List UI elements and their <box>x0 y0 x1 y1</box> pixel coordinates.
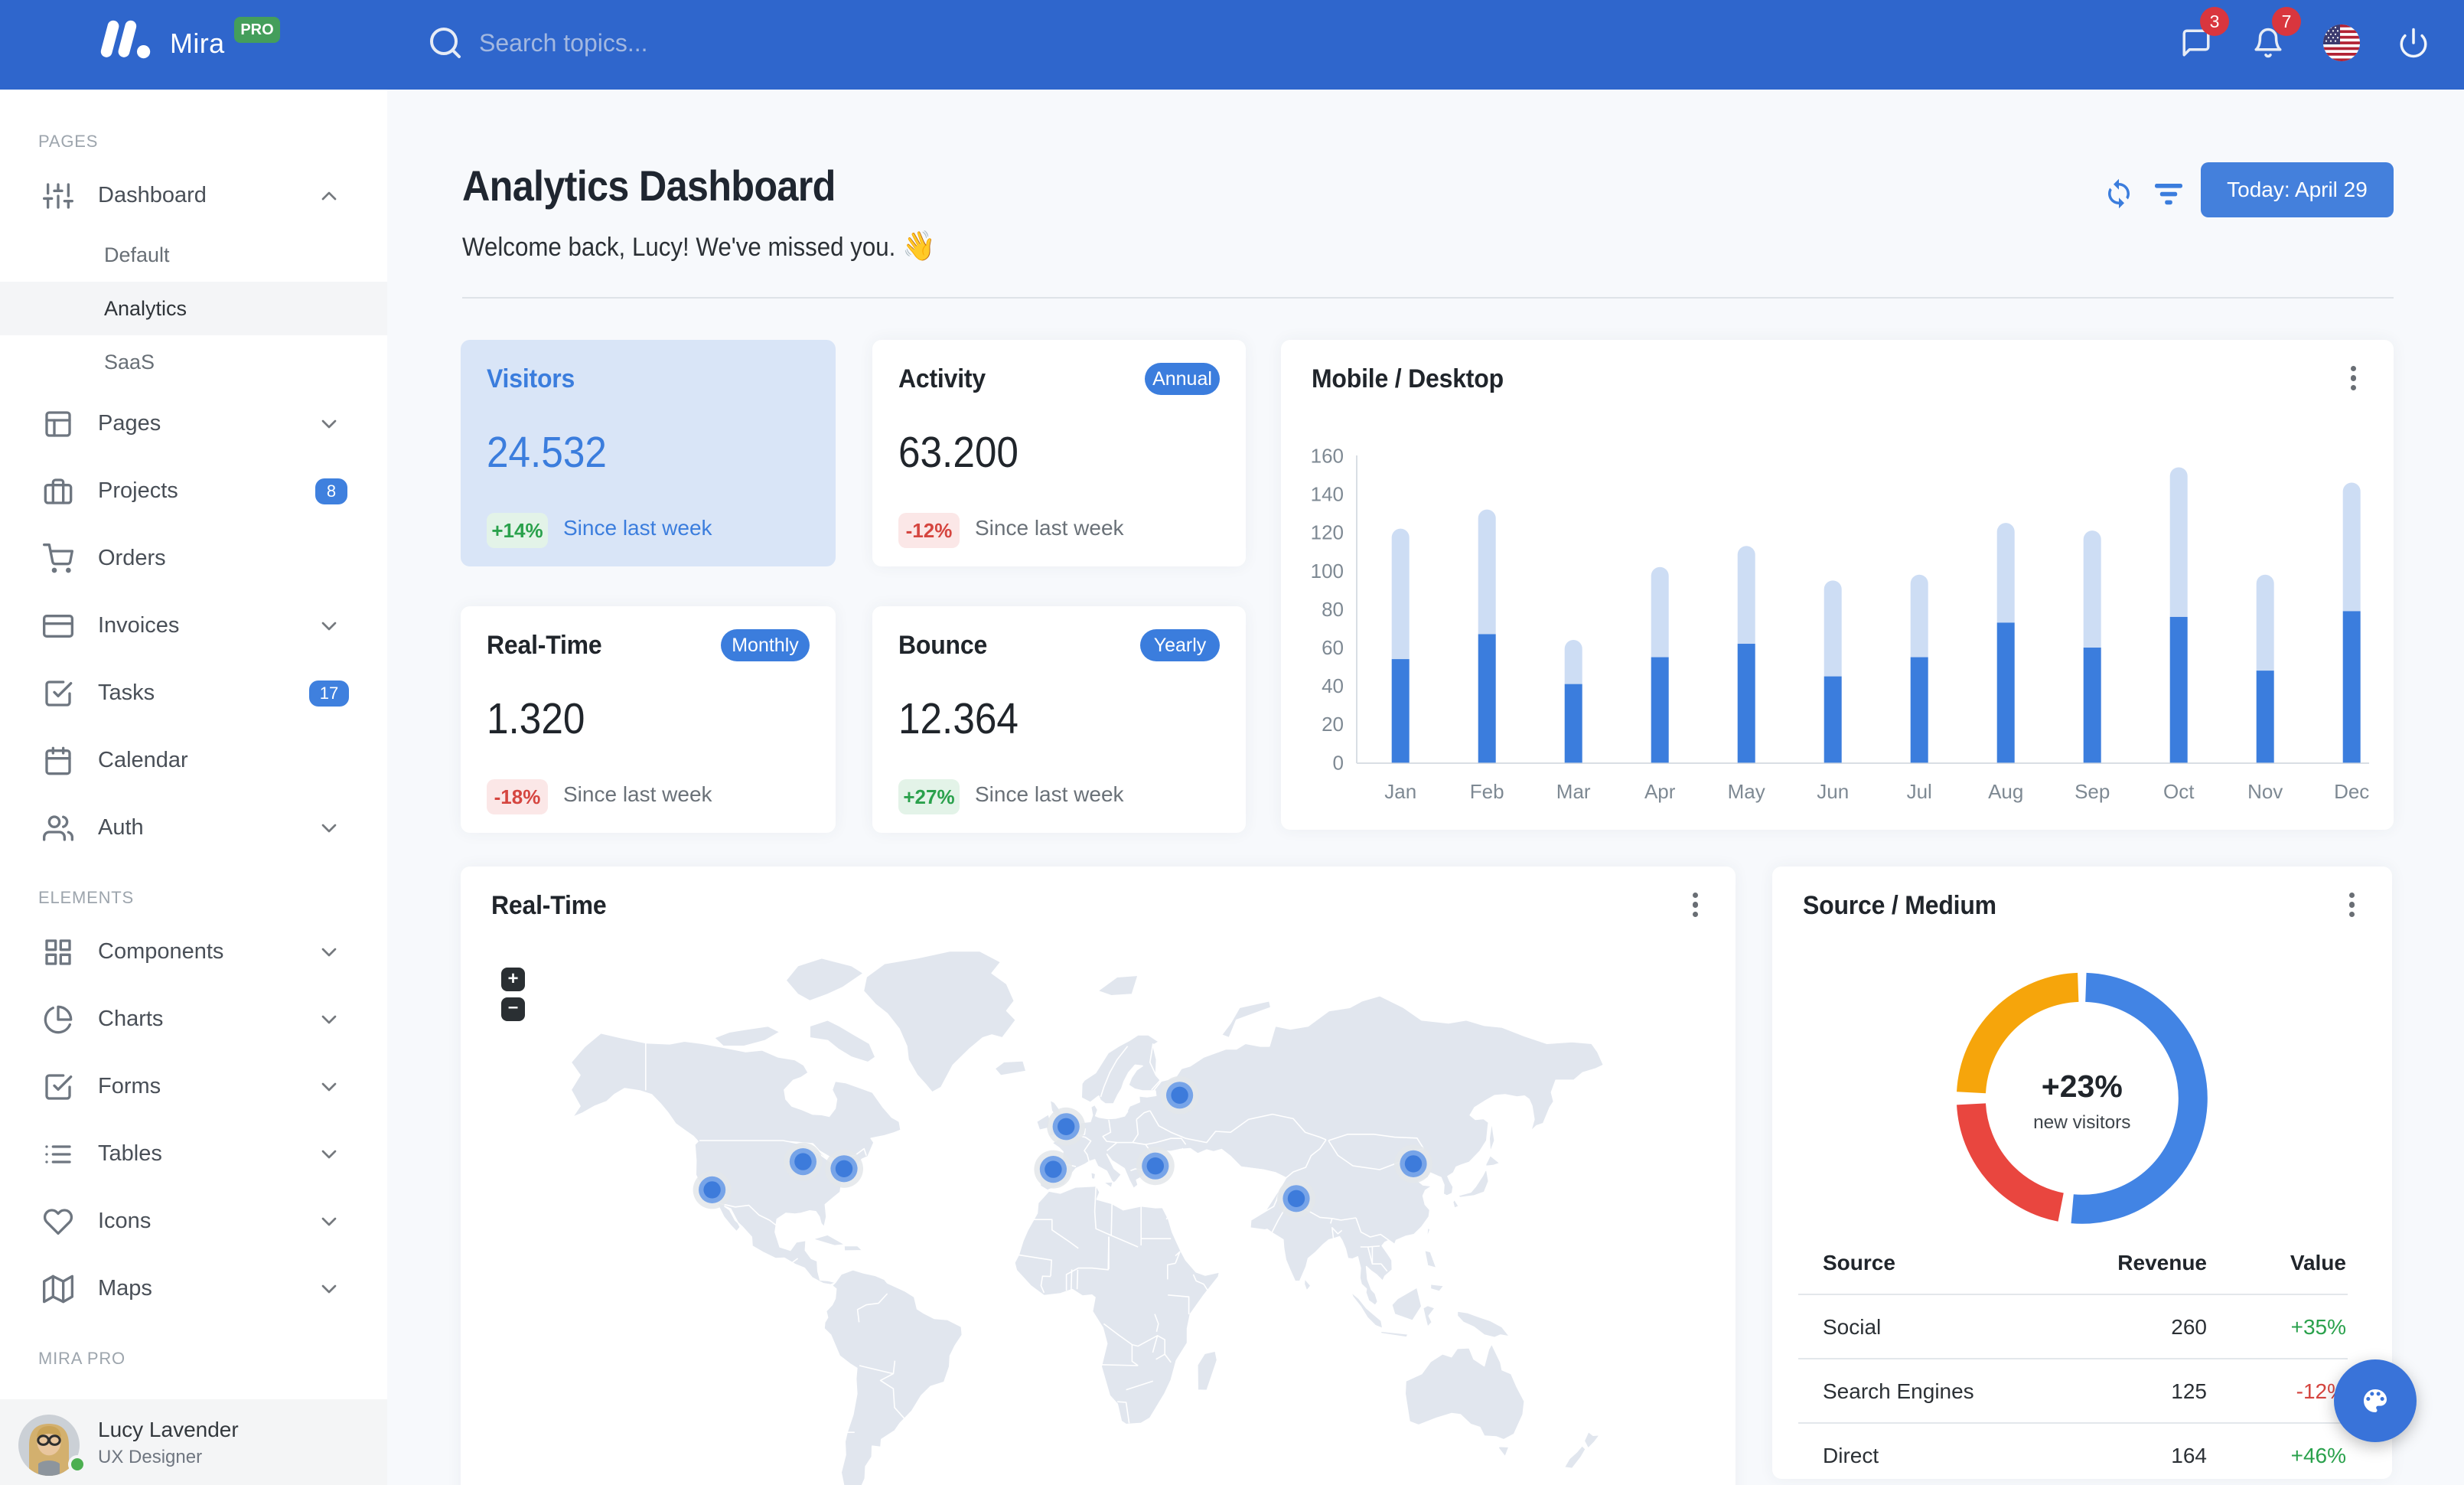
svg-text:0: 0 <box>1333 751 1344 774</box>
svg-text:Apr: Apr <box>1644 780 1676 803</box>
svg-text:Mar: Mar <box>1556 780 1591 803</box>
svg-text:120: 120 <box>1311 521 1344 544</box>
svg-text:Jul: Jul <box>1907 780 1932 803</box>
svg-text:160: 160 <box>1311 444 1344 467</box>
svg-text:Sep: Sep <box>2075 780 2110 803</box>
svg-text:Nov: Nov <box>2247 780 2283 803</box>
svg-text:20: 20 <box>1322 713 1344 736</box>
svg-text:+23%: +23% <box>2042 1069 2123 1104</box>
svg-text:140: 140 <box>1311 483 1344 506</box>
svg-text:new visitors: new visitors <box>2033 1112 2130 1133</box>
svg-text:Jun: Jun <box>1817 780 1849 803</box>
svg-text:May: May <box>1728 780 1765 803</box>
svg-text:Feb: Feb <box>1470 780 1504 803</box>
svg-text:Oct: Oct <box>2163 780 2195 803</box>
svg-text:60: 60 <box>1322 636 1344 659</box>
svg-text:80: 80 <box>1322 598 1344 621</box>
svg-text:Dec: Dec <box>2334 780 2369 803</box>
svg-text:40: 40 <box>1322 674 1344 697</box>
svg-text:Aug: Aug <box>1988 780 2023 803</box>
svg-text:100: 100 <box>1311 560 1344 583</box>
svg-text:Jan: Jan <box>1384 780 1416 803</box>
